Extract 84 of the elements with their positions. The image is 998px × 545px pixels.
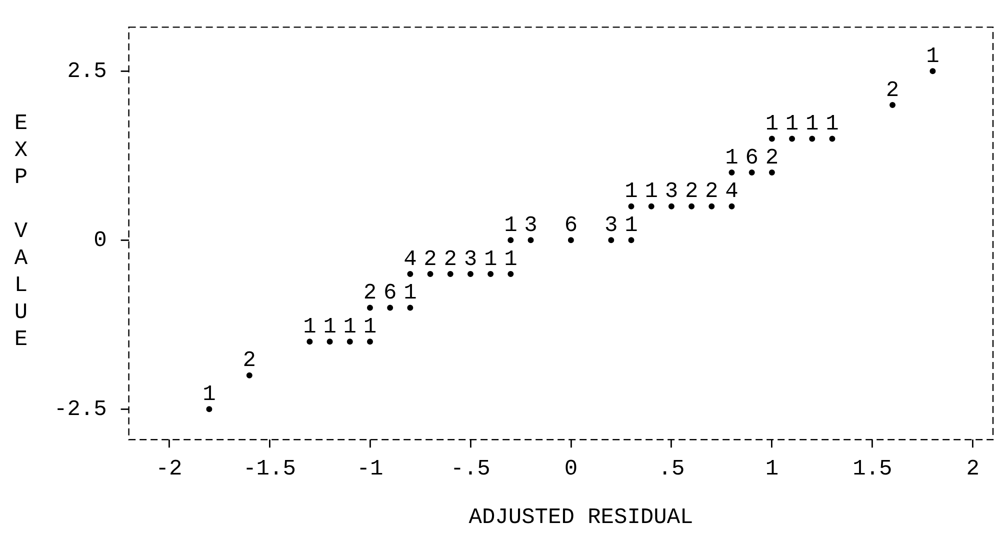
annotation: 1 [765,112,779,137]
point [768,170,775,176]
point [829,136,836,142]
x-tick-label: .5 [658,456,685,482]
point [246,372,252,378]
annotation: 1 [323,314,336,340]
point [668,203,674,210]
annotation: 1 [484,246,498,272]
point [366,304,373,311]
point [648,203,654,210]
point [326,338,333,345]
annotation: 2 [684,179,698,204]
x-tick-label: 0 [564,456,578,482]
point [387,304,394,311]
annotation: 2 [886,78,900,103]
point [488,270,494,277]
annotation: 6 [564,212,578,238]
point [608,237,614,244]
point [467,270,474,277]
annotation: 3 [664,179,678,204]
annotation: 1 [343,314,356,340]
annotation: 1 [202,382,216,408]
y-tick-label: -2.5 [54,397,107,422]
x-tick-label: -2 [156,456,182,482]
annotation: 2 [765,145,779,170]
point [728,203,735,210]
point [366,338,373,345]
point [728,170,735,176]
point [508,270,514,277]
x-tick-label: 2 [966,456,980,482]
point [708,203,715,210]
point [346,338,353,345]
point [508,237,514,244]
point [447,270,454,277]
annotation: 1 [624,212,638,238]
annotation: 6 [383,280,397,306]
annotation: 2 [705,179,718,204]
x-tick-label: -.5 [450,456,490,482]
annotation: 4 [404,246,417,272]
annotation: 3 [524,212,538,238]
annotation: 1 [644,179,658,204]
annotation: 1 [504,212,518,238]
annotation: 1 [504,246,518,272]
annotation: 1 [303,314,316,340]
point [206,406,212,412]
y-tick-label: 0 [94,228,107,253]
point [748,170,755,176]
x-tick-label: 1 [765,456,779,482]
annotation: 2 [363,280,377,306]
annotation: 3 [464,246,478,272]
annotation: 6 [745,145,758,170]
point [407,270,414,277]
x-tick-label: 1.5 [852,456,892,482]
annotation: 2 [242,348,256,374]
annotation: 2 [424,246,437,272]
annotation: 1 [806,112,819,137]
text: EXP VALUE [14,111,28,352]
point [789,136,796,142]
point [568,237,574,244]
annotation: 2 [444,246,457,272]
point [809,136,816,142]
point [628,203,634,210]
point [688,203,695,210]
point [628,237,634,244]
annotation: 4 [725,179,738,204]
x-tick-label: -1.5 [243,456,296,482]
point [930,68,936,74]
point [528,237,534,244]
x-tick-label: -1 [356,456,384,482]
annotation: 1 [926,44,940,69]
annotation: 1 [404,280,417,306]
annotation: 1 [826,112,839,137]
y-tick-label: 2.5 [67,58,107,84]
point [407,304,414,311]
point [427,270,434,277]
x-axis-title: ADJUSTED RESIDUAL [468,505,694,530]
annotation: 1 [624,179,638,204]
annotation: 1 [785,112,799,137]
annotation: 3 [604,212,618,238]
annotation: 1 [363,314,377,340]
annotation: 1 [725,145,738,170]
point [306,338,313,345]
point [768,136,775,142]
point [890,102,896,108]
